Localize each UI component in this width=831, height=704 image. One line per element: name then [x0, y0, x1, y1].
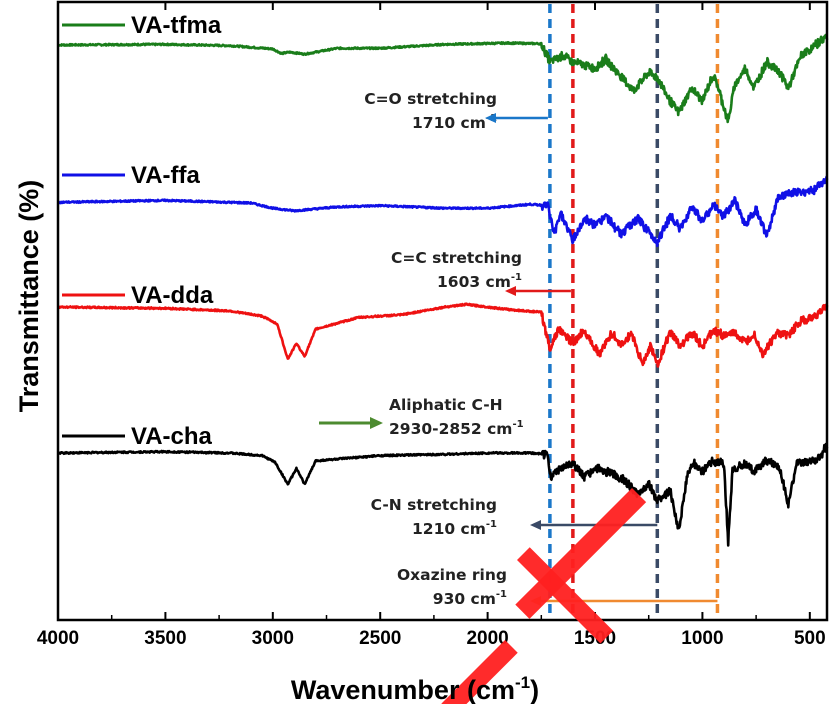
- x-axis-title: Wavenumber (cm-1): [291, 673, 539, 704]
- y-axis-title: Transmittance (%): [14, 180, 44, 413]
- legend-label-va-tfma: VA-tfma: [131, 12, 222, 39]
- x-tick-label: 3000: [252, 628, 294, 649]
- x-tick-label: 2500: [359, 628, 401, 649]
- annot-ch-label: Aliphatic C-H: [389, 396, 503, 414]
- annotations: C=O stretching 1710 cm-1 C=C stretching 160…: [319, 90, 718, 608]
- x-tick-label: 2000: [466, 628, 508, 649]
- x-tick-label: 1000: [681, 628, 723, 649]
- legend: VA-tfma VA-ffa VA-dda VA-cha: [62, 12, 222, 450]
- annot-oxazine-value: 930 cm-1: [433, 589, 507, 608]
- arrow-cc-head: [505, 286, 516, 296]
- series-line-va-cha: [56, 442, 829, 547]
- annot-cc-value: 1603 cm-1: [437, 272, 522, 291]
- x-tick-label: 3500: [144, 628, 186, 649]
- marker-lines: [548, 4, 720, 618]
- x-axis: 4000 3500 3000 2500 2000 1500 1000 500: [37, 2, 826, 649]
- x-tick-label: 500: [794, 628, 826, 649]
- annot-ch-value: 2930-2852 cm-1: [389, 419, 524, 438]
- legend-label-va-cha: VA-cha: [131, 423, 213, 450]
- arrow-co-head: [485, 113, 496, 123]
- annot-cn-value: 1210 cm-1: [412, 519, 497, 538]
- plot-border: [56, 0, 829, 622]
- x-tick-label: 4000: [37, 628, 79, 649]
- annot-co-label: C=O stretching: [364, 90, 497, 108]
- series-line-va-tfma: [57, 33, 829, 124]
- series-line-va-ffa: [57, 175, 829, 248]
- spectra: [56, 33, 829, 547]
- annot-oxazine-label: Oxazine ring: [397, 566, 507, 584]
- series-line-va-dda: [57, 302, 829, 368]
- arrow-cn-head: [530, 520, 541, 530]
- annot-cn-label: C-N stretching: [371, 496, 497, 514]
- arrow-ch-head: [370, 417, 383, 429]
- annot-co-value: 1710 cm-1: [412, 113, 497, 132]
- legend-label-va-dda: VA-dda: [131, 282, 214, 309]
- plot-frame: [56, 0, 829, 622]
- watermark-bar-lower: [441, 640, 518, 704]
- annot-cc-label: C=C stretching: [391, 249, 522, 267]
- watermark-bar-short: [517, 547, 614, 644]
- watermark: [441, 488, 647, 704]
- legend-label-va-ffa: VA-ffa: [131, 162, 201, 189]
